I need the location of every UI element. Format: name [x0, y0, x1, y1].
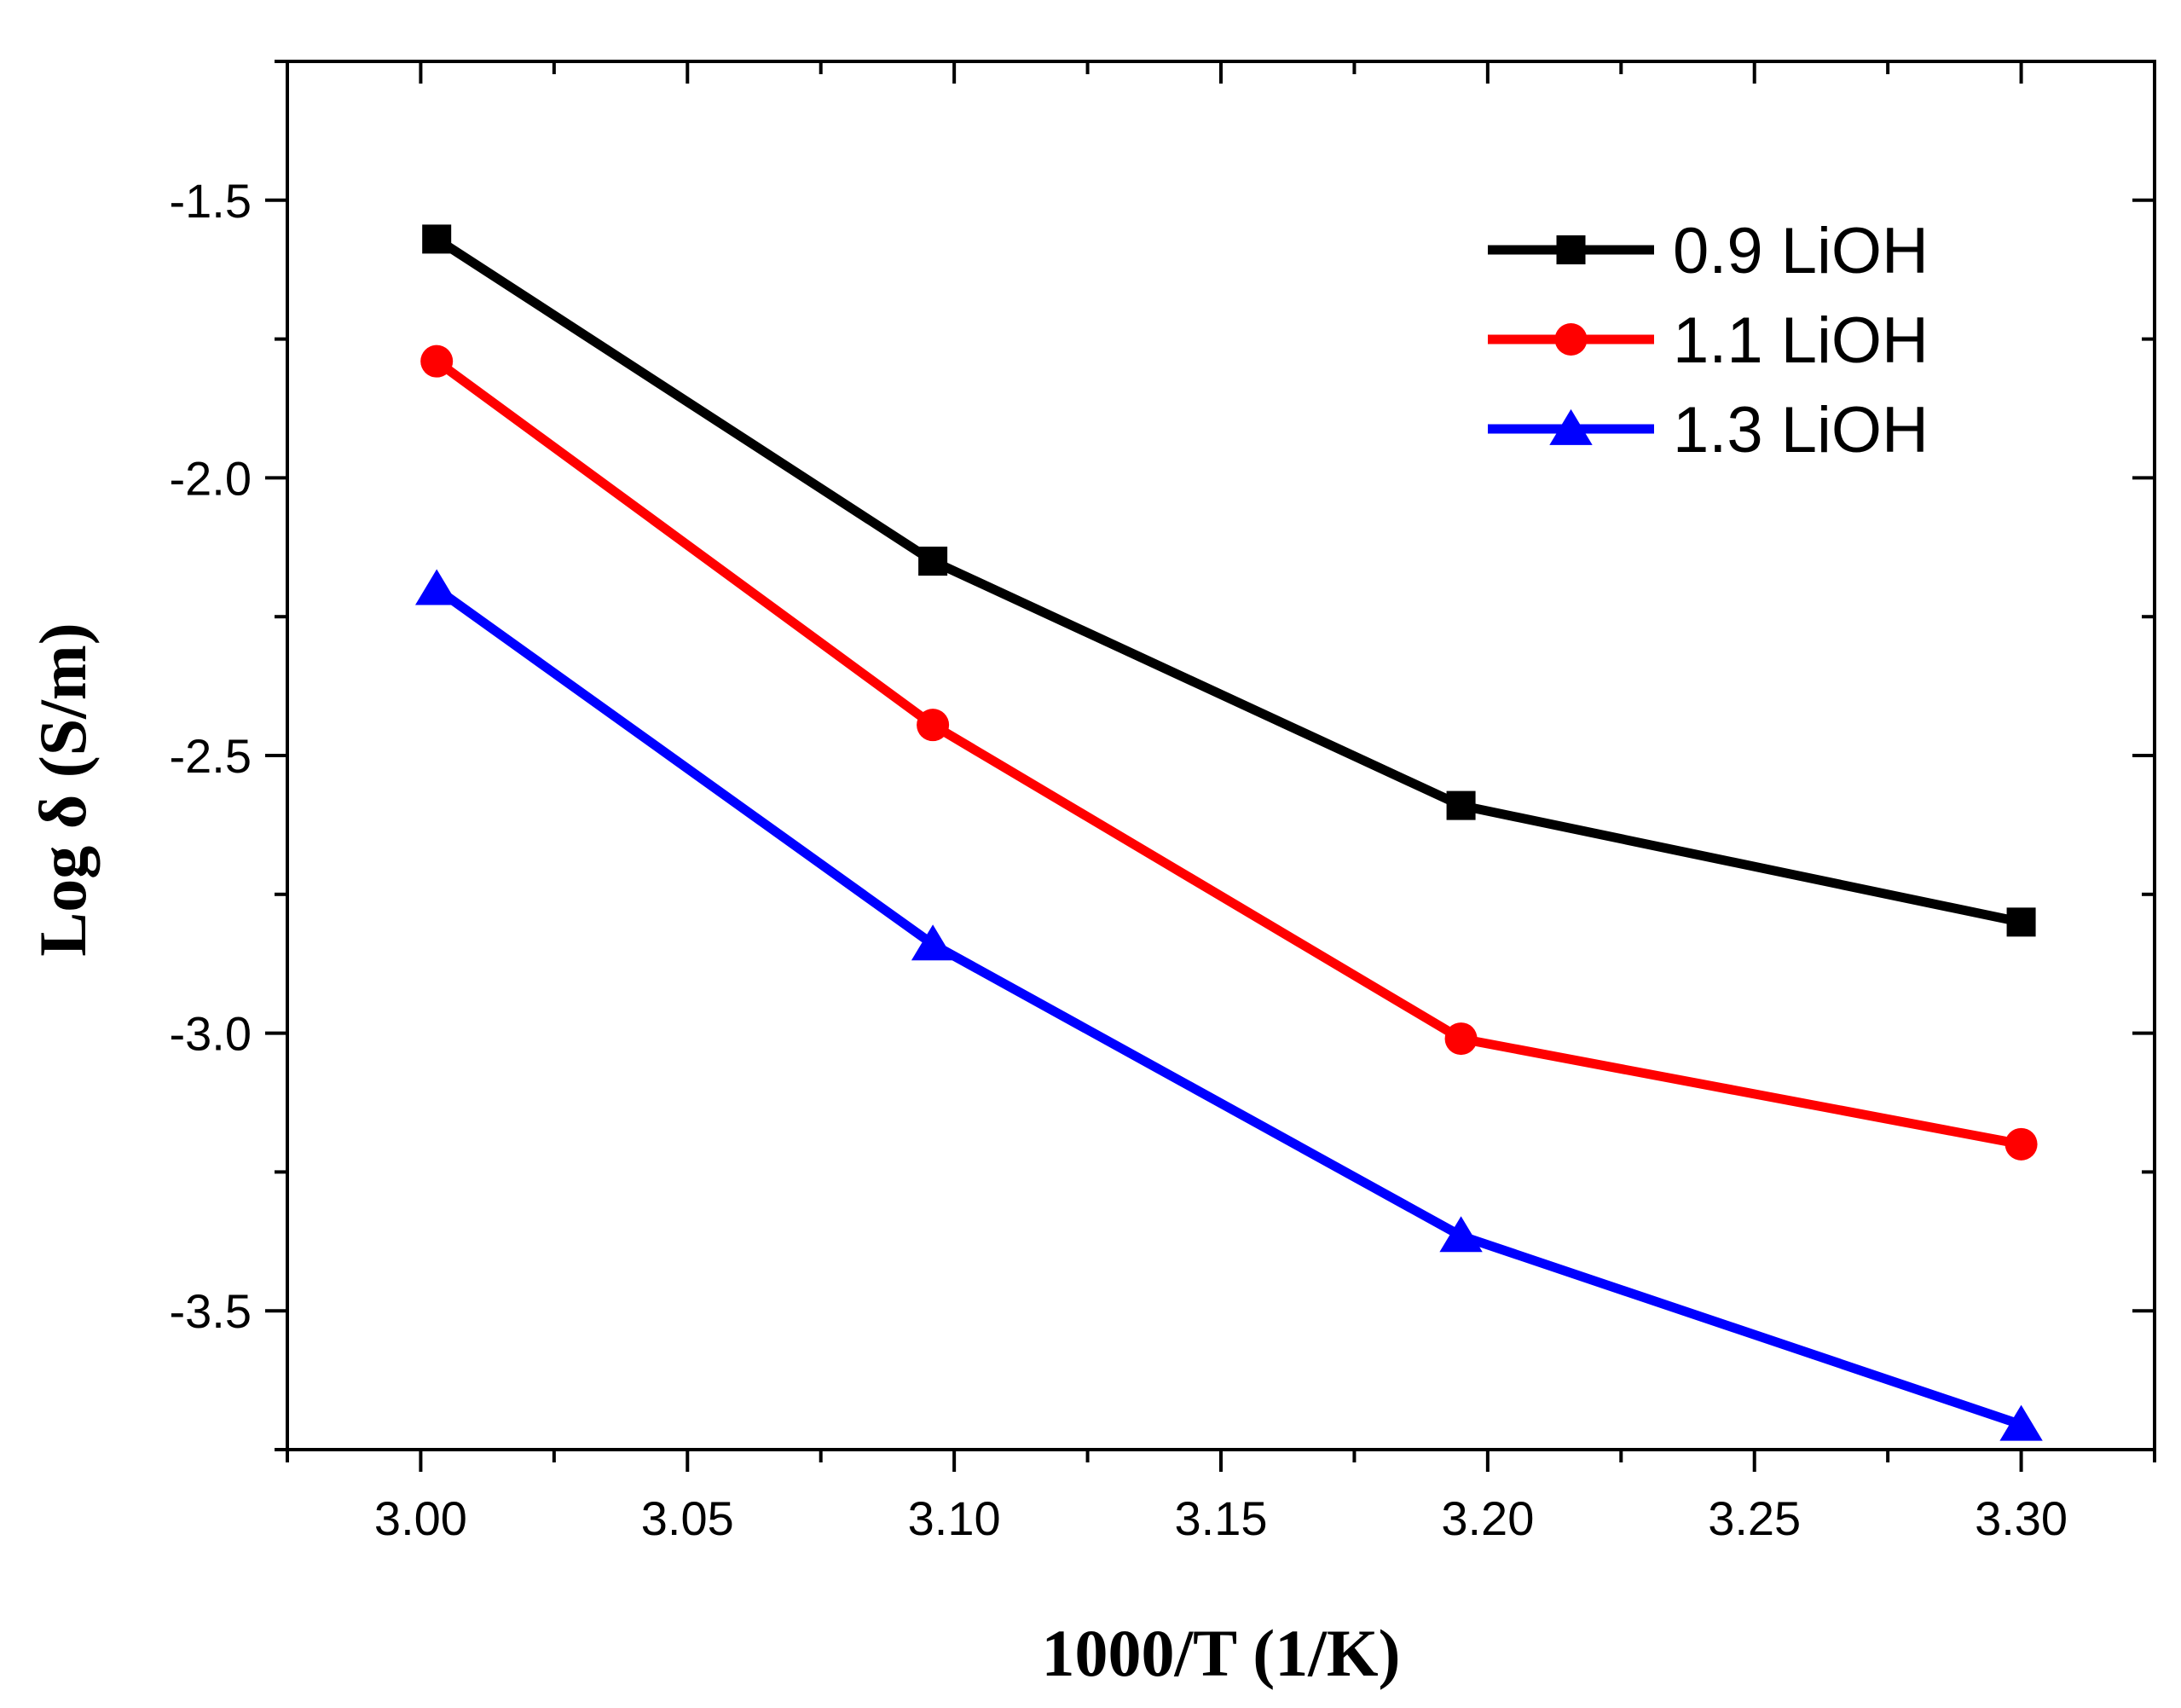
x-tick-label: 3.05 [641, 1491, 734, 1545]
data-point [1446, 790, 1476, 820]
y-tick-label: -3.5 [170, 1284, 252, 1338]
series-line [434, 234, 2022, 927]
legend-item-0: 0.9 LiOH [1488, 215, 1929, 287]
data-point [1439, 1216, 1483, 1253]
x-tick-label: 3.00 [374, 1491, 467, 1545]
y-tick-label: -2.0 [170, 451, 252, 505]
data-point [2005, 1127, 2038, 1161]
legend: 0.9 LiOH 1.1 LiOH 1.3 LiOH [1488, 215, 1929, 466]
legend-label: 1.1 LiOH [1673, 304, 1929, 377]
legend-swatch-marker [1556, 235, 1586, 264]
y-tick-label: -3.0 [170, 1007, 252, 1061]
x-tick-label: 3.20 [1441, 1491, 1534, 1545]
data-point [1999, 1404, 2043, 1441]
legend-swatch-marker [1549, 408, 1593, 445]
legend-label: 1.3 LiOH [1673, 394, 1929, 466]
x-tick-label: 3.10 [908, 1491, 1001, 1545]
data-point [911, 924, 955, 961]
y-tick-label: -1.5 [170, 174, 252, 228]
data-point [422, 224, 452, 254]
data-point [1444, 1022, 1478, 1056]
series-line [433, 357, 2022, 1149]
x-axis-title: 1000/T (1/K) [1041, 1616, 1400, 1690]
y-tick-label: -2.5 [170, 729, 252, 783]
series-2 [415, 569, 2043, 1441]
y-axis-title: Log δ (S/m) [26, 622, 100, 957]
data-point [2006, 907, 2036, 937]
series-layer [415, 224, 2043, 1441]
legend-item-2: 1.3 LiOH [1488, 394, 1929, 466]
legend-swatch-marker [1554, 323, 1588, 356]
x-tick-label: 3.25 [1708, 1491, 1801, 1545]
data-point [415, 569, 459, 605]
legend-item-1: 1.1 LiOH [1488, 304, 1929, 377]
series-line [433, 585, 2023, 1429]
data-point [917, 709, 950, 742]
data-point [420, 344, 454, 378]
series-0 [422, 224, 2036, 937]
legend-label: 0.9 LiOH [1673, 215, 1929, 287]
series-1 [420, 344, 2038, 1161]
x-tick-label: 3.30 [1975, 1491, 2068, 1545]
data-point [918, 547, 948, 576]
ticks-layer: 3.00 3.05 3.10 3.15 3.20 3.25 3.30 -1.5 -2.0 -2.5… [170, 60, 2156, 1545]
x-tick-label: 3.15 [1175, 1491, 1268, 1545]
